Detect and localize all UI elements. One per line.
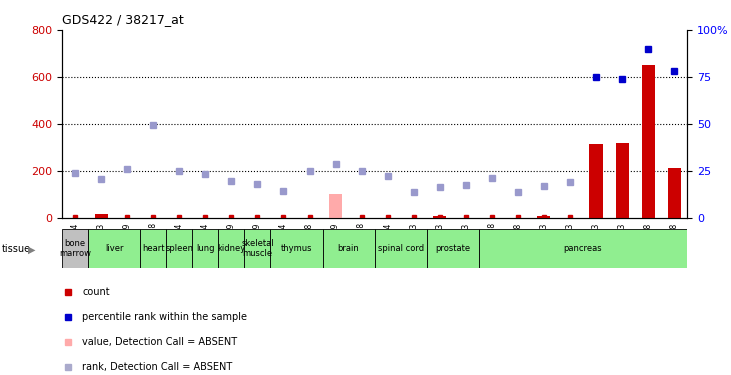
Bar: [667, 168, 681, 217]
Text: ▶: ▶: [28, 244, 35, 254]
Bar: [329, 194, 342, 217]
Bar: [244, 229, 270, 268]
Bar: [167, 229, 192, 268]
Bar: [62, 229, 88, 268]
Text: brain: brain: [338, 244, 360, 253]
Bar: [589, 144, 602, 218]
Text: heart: heart: [142, 244, 164, 253]
Bar: [642, 65, 654, 218]
Bar: [433, 216, 446, 217]
Text: percentile rank within the sample: percentile rank within the sample: [82, 312, 247, 322]
Text: thymus: thymus: [281, 244, 312, 253]
Bar: [95, 214, 107, 217]
Text: bone
marrow: bone marrow: [59, 239, 91, 258]
Bar: [192, 229, 219, 268]
Text: liver: liver: [105, 244, 124, 253]
Text: rank, Detection Call = ABSENT: rank, Detection Call = ABSENT: [82, 362, 232, 372]
Text: tissue: tissue: [1, 244, 31, 254]
Text: pancreas: pancreas: [564, 244, 602, 253]
Bar: [140, 229, 167, 268]
Bar: [374, 229, 427, 268]
Bar: [479, 229, 687, 268]
Bar: [537, 216, 550, 217]
Bar: [219, 229, 244, 268]
Text: count: count: [82, 287, 110, 297]
Bar: [322, 229, 374, 268]
Text: skeletal
muscle: skeletal muscle: [241, 239, 274, 258]
Text: lung: lung: [196, 244, 215, 253]
Text: spleen: spleen: [165, 244, 193, 253]
Bar: [88, 229, 140, 268]
Bar: [270, 229, 322, 268]
Bar: [616, 142, 629, 218]
Text: spinal cord: spinal cord: [378, 244, 424, 253]
Text: value, Detection Call = ABSENT: value, Detection Call = ABSENT: [82, 337, 238, 346]
Text: prostate: prostate: [435, 244, 470, 253]
Bar: [427, 229, 479, 268]
Text: kidney: kidney: [217, 244, 246, 253]
Text: GDS422 / 38217_at: GDS422 / 38217_at: [62, 13, 184, 26]
